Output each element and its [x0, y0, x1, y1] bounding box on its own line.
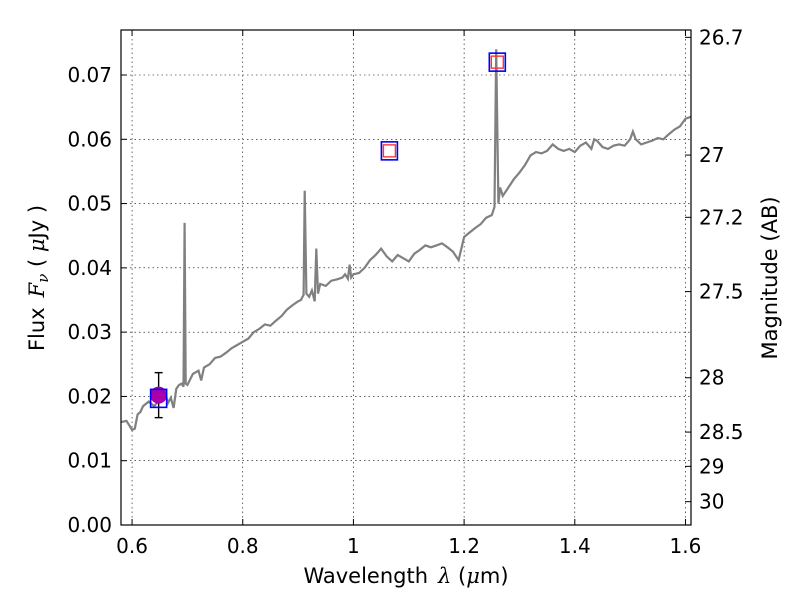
x-tick-label: 1.4: [559, 534, 591, 558]
spectrum-line: [121, 49, 691, 432]
magnitude-tick-label: 27.2: [699, 205, 744, 229]
model-point-blue: [380, 141, 399, 161]
y-axis-label: FluxFν ( μJy ): [25, 205, 52, 351]
plot-frame: [120, 29, 692, 526]
magnitude-axis-label: Magnitude (AB): [758, 196, 782, 359]
y-tick-label: 0.05: [67, 192, 112, 216]
model-point-blue: [488, 52, 507, 72]
x-axis-label: Wavelength λ (μm): [303, 564, 508, 588]
magnitude-tick-label: 28: [699, 366, 724, 390]
y-axis-ticks: 0.00 0.01 0.02 0.03 0.04 0.05 0.06 0.07: [67, 63, 127, 537]
magnitude-tick-label: 30: [699, 490, 724, 514]
y-tick-label: 0.01: [67, 449, 112, 473]
y-tick-label: 0.06: [67, 127, 112, 151]
y-tick-label: 0.02: [67, 384, 112, 408]
x-tick-label: 1.6: [670, 534, 702, 558]
magnitude-tick-label: 27: [699, 143, 724, 167]
model-point-red: [490, 55, 505, 69]
y-tick-label: 0.07: [67, 63, 112, 87]
x-tick-label: 0.6: [116, 534, 148, 558]
y-tick-label: 0.03: [67, 320, 112, 344]
plot-series: [121, 49, 691, 432]
magnitude-axis-ticks: 26.7 27 27.2 27.5 28 28.5 29 30: [685, 25, 744, 514]
x-tick-label: 1: [347, 534, 360, 558]
x-tick-label: 0.8: [227, 534, 259, 558]
magnitude-tick-label: 29: [699, 454, 724, 478]
x-tick-label: 1.2: [448, 534, 480, 558]
magnitude-tick-label: 28.5: [699, 420, 744, 444]
model-point-red: [382, 144, 397, 158]
y-tick-label: 0.00: [67, 513, 112, 537]
model-point-blue: [149, 388, 168, 409]
y-tick-label: 0.04: [67, 256, 112, 280]
x-axis-ticks: 0.6 0.8 1 1.2 1.4 1.6: [116, 30, 701, 558]
magnitude-tick-label: 26.7: [699, 25, 744, 49]
magnitude-tick-label: 27.5: [699, 280, 744, 304]
